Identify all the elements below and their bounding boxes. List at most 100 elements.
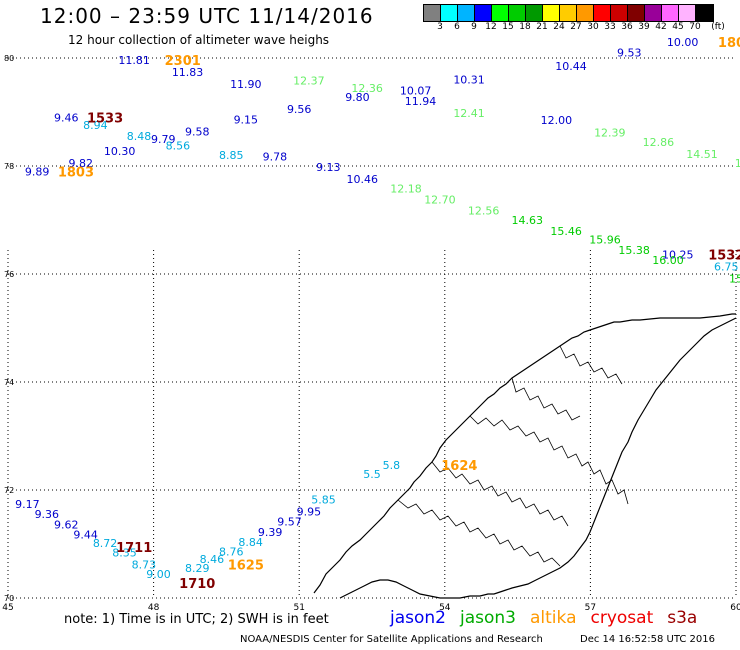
legend-label: 42 xyxy=(655,22,667,32)
wave-height-label: 5.8 xyxy=(383,459,401,472)
legend-label: 18 xyxy=(519,22,531,32)
wave-height-label: 12.00 xyxy=(541,114,573,127)
wave-height-label: 9.80 xyxy=(345,91,370,104)
legend-label: 27 xyxy=(570,22,582,32)
wave-height-label: 12.70 xyxy=(424,193,456,206)
lon-tick-label: 60 xyxy=(730,603,740,613)
lat-tick-label: 74 xyxy=(4,378,14,387)
wave-height-label: 8.29 xyxy=(185,562,210,575)
coastline-path xyxy=(313,313,737,599)
wave-height-label: 9.00 xyxy=(146,568,171,581)
wave-height-label: 16.00 xyxy=(652,254,684,267)
legend-swatch xyxy=(526,5,543,21)
wave-height-label: 8.35 xyxy=(112,547,137,560)
wave-height-label: 8.73 xyxy=(132,559,157,572)
wave-height-label: 10.25 xyxy=(662,249,694,262)
wave-height-label: 10.00 xyxy=(667,36,699,49)
wave-height-label: 9.82 xyxy=(69,157,94,170)
pass-time-label: 1532 xyxy=(708,249,740,264)
wave-height-label: 14.51 xyxy=(686,148,718,161)
lat-tick-label: 80 xyxy=(4,54,14,63)
wave-height-label: 9.17 xyxy=(15,498,40,511)
pass-time-label: 1625 xyxy=(228,559,264,574)
legend-swatch xyxy=(458,5,475,21)
legend-swatch xyxy=(509,5,526,21)
legend-swatch xyxy=(577,5,594,21)
legend-swatch xyxy=(543,5,560,21)
generation-timestamp: Dec 14 16:52:58 UTC 2016 xyxy=(580,634,715,645)
wave-height-label: 8.48 xyxy=(127,130,152,143)
wave-height-label: 5.5 xyxy=(363,468,381,481)
legend-unit: (ft) xyxy=(711,22,725,32)
wave-height-label: 15.46 xyxy=(550,225,582,238)
legend-label: 24 xyxy=(553,22,565,32)
map-grid xyxy=(7,57,737,599)
wave-height-label: 9.39 xyxy=(258,526,283,539)
lat-tick-label: 78 xyxy=(4,162,14,171)
pass-time-label: 1711 xyxy=(116,541,152,556)
legend-label: 12 xyxy=(485,22,497,32)
credit-text: NOAA/NESDIS Center for Satellite Applica… xyxy=(240,634,543,645)
wave-height-label: 12.18 xyxy=(390,183,422,196)
wave-height-label: 8.72 xyxy=(93,537,118,550)
satellite-name: altika xyxy=(530,608,577,628)
legend-label: 15 xyxy=(502,22,514,32)
legend-swatch xyxy=(475,5,492,21)
wave-height-label: 9.89 xyxy=(25,165,50,178)
coastline xyxy=(313,313,737,599)
wave-height-label: 5.85 xyxy=(311,494,336,507)
legend-swatch xyxy=(628,5,645,21)
legend-label: 33 xyxy=(604,22,616,32)
wave-height-label: 9.15 xyxy=(234,114,259,127)
pass-time-label: 1710 xyxy=(179,577,215,592)
pass-time-label: 1533 xyxy=(87,111,123,126)
wave-height-label: 14.63 xyxy=(512,214,544,227)
lat-tick-label: 76 xyxy=(4,270,14,279)
legend-swatch xyxy=(679,5,696,21)
wave-height-label: 15 xyxy=(729,272,740,285)
wave-height-label: 14.33 xyxy=(735,157,740,170)
legend-swatch xyxy=(696,5,713,21)
map-subtitle: 12 hour collection of altimeter wave hei… xyxy=(68,33,330,47)
wave-height-label: 9.46 xyxy=(54,111,79,124)
satellite-name: jason3 xyxy=(460,608,516,628)
lon-tick-label: 57 xyxy=(585,603,596,613)
wave-height-label: 10.31 xyxy=(453,74,485,87)
legend-swatch xyxy=(611,5,628,21)
wave-height-label: 11.94 xyxy=(405,95,437,108)
legend-swatch xyxy=(424,5,441,21)
wave-height-label: 11.90 xyxy=(230,78,262,91)
legend-label: 3 xyxy=(437,22,443,32)
wave-height-label: 9.58 xyxy=(185,125,210,138)
axis-tick-labels: 45 48 51 54 57 60 80 78 76 74 72 70 xyxy=(2,54,740,613)
satellite-legend: jason2 jason3 altika cryosat s3a xyxy=(390,608,711,628)
pass-time-label: 1802 xyxy=(718,36,740,51)
wave-height-label: 10.46 xyxy=(347,173,379,186)
wave-height-label: 9.53 xyxy=(617,47,642,60)
wave-height-label: 9.78 xyxy=(263,150,288,163)
lon-tick-label: 45 xyxy=(2,603,13,613)
wave-height-label: 12.86 xyxy=(643,136,675,149)
legend-label: 70 xyxy=(689,22,701,32)
lon-tick-label: 48 xyxy=(148,603,160,613)
legend-swatch xyxy=(441,5,458,21)
wave-height-label: 6.75 xyxy=(714,260,739,273)
wave-height-label: 12.39 xyxy=(594,127,626,140)
color-legend-bar xyxy=(423,4,714,22)
wave-height-observations: 11.81 11.83 11.90 9.58 9.15 9.56 9.80 10.0711.9… xyxy=(15,36,740,581)
wave-height-label: 10.44 xyxy=(555,60,587,73)
wave-height-label: 9.36 xyxy=(35,508,60,521)
wave-height-label: 9.44 xyxy=(73,528,98,541)
legend-label: 45 xyxy=(672,22,684,32)
wave-height-label: 11.83 xyxy=(172,66,204,79)
wave-height-label: 8.76 xyxy=(219,546,244,559)
wave-height-label: 9.79 xyxy=(151,133,176,146)
satellite-name: jason2 xyxy=(390,608,446,628)
units-note: note: 1) Time is in UTC; 2) SWH is in fe… xyxy=(64,612,329,627)
satellite-name: s3a xyxy=(667,608,698,628)
pass-time-label: 1624 xyxy=(441,459,477,474)
legend-label: 36 xyxy=(621,22,633,32)
wave-height-label: 15.38 xyxy=(618,244,650,257)
wave-height-label: 10.07 xyxy=(400,84,432,97)
